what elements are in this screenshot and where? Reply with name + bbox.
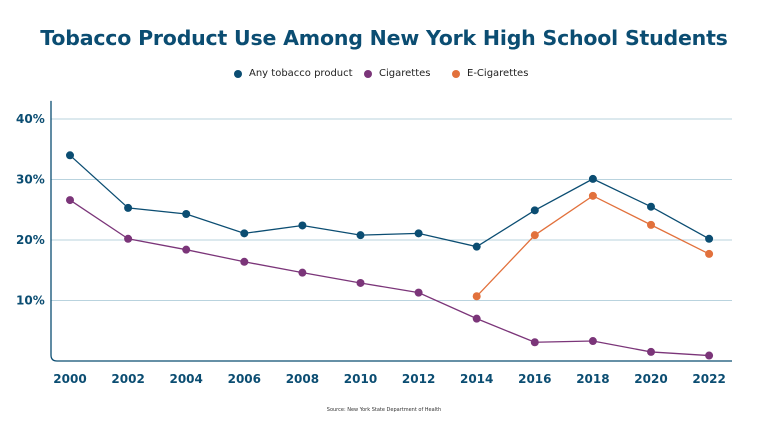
data-point-0-2002 xyxy=(124,203,133,212)
x-tick-label: 2004 xyxy=(169,372,202,386)
data-point-1-2014 xyxy=(472,314,481,323)
data-point-1-2020 xyxy=(647,347,655,356)
data-point-0-2022 xyxy=(705,234,714,243)
data-point-1-2008 xyxy=(298,268,307,277)
data-point-1-2000 xyxy=(66,196,74,205)
data-point-1-2018 xyxy=(588,337,597,346)
legend-label-e-cigarettes: E-Cigarettes xyxy=(467,68,529,79)
legend-label-any-tobacco: Any tobacco product xyxy=(249,68,353,79)
data-point-1-2010 xyxy=(356,278,365,287)
series-line-0 xyxy=(69,154,710,248)
legend-label-cigarettes: Cigarettes xyxy=(379,68,431,79)
data-point-1-2012 xyxy=(414,288,423,297)
x-tick-label: 2022 xyxy=(692,372,725,386)
axis-line xyxy=(50,100,732,362)
data-point-0-2004 xyxy=(182,209,191,218)
data-point-2-2018 xyxy=(588,191,597,200)
x-tick-label: 2012 xyxy=(402,372,435,386)
data-point-1-2016 xyxy=(530,338,539,347)
legend-marker-e-cigarettes xyxy=(452,69,460,78)
data-point-1-2002 xyxy=(124,234,133,243)
data-point-0-2020 xyxy=(647,202,655,211)
data-point-1-2004 xyxy=(182,245,191,254)
y-tick-label: 40% xyxy=(16,112,45,126)
data-point-0-2016 xyxy=(530,206,539,215)
data-point-2-2014 xyxy=(472,292,481,301)
x-tick-label: 2006 xyxy=(228,372,261,386)
data-point-1-2022 xyxy=(705,351,714,360)
data-point-0-2006 xyxy=(240,229,249,238)
x-tick-label: 2008 xyxy=(286,372,319,386)
chart-title: Tobacco Product Use Among New York High … xyxy=(40,26,728,50)
x-tick-label: 2000 xyxy=(53,372,86,386)
legend-item-e-cigarettes: E-Cigarettes xyxy=(452,68,528,79)
legend-item-cigarettes: Cigarettes xyxy=(364,68,430,79)
data-point-0-2018 xyxy=(588,174,597,183)
legend-marker-any-tobacco xyxy=(234,69,242,78)
legend-marker-cigarettes xyxy=(364,69,372,78)
data-point-0-2014 xyxy=(472,242,481,251)
y-tick-label: 20% xyxy=(16,233,45,247)
data-point-0-2012 xyxy=(414,229,423,238)
legend-item-any-tobacco: Any tobacco product xyxy=(234,68,353,79)
x-tick-label: 2016 xyxy=(518,372,551,386)
x-tick-label: 2010 xyxy=(344,372,377,386)
data-point-0-2000 xyxy=(66,151,74,160)
x-tick-label: 2002 xyxy=(111,372,144,386)
data-point-2-2016 xyxy=(530,231,539,240)
data-point-0-2010 xyxy=(356,231,365,240)
x-tick-label: 2020 xyxy=(634,372,667,386)
legend: Any tobacco product Cigarettes E-Cigaret… xyxy=(0,68,768,82)
series-line-2 xyxy=(476,195,710,297)
x-tick-label: 2018 xyxy=(576,372,609,386)
series-line-1 xyxy=(69,199,710,357)
data-point-2-2020 xyxy=(647,220,655,229)
data-point-1-2006 xyxy=(240,257,249,266)
x-tick-label: 2014 xyxy=(460,372,493,386)
y-tick-label: 10% xyxy=(16,294,45,308)
data-point-2-2022 xyxy=(705,249,714,258)
source-note: Source: New York State Department of Hea… xyxy=(326,407,442,413)
y-tick-label: 30% xyxy=(16,173,45,187)
data-point-0-2008 xyxy=(298,221,307,230)
